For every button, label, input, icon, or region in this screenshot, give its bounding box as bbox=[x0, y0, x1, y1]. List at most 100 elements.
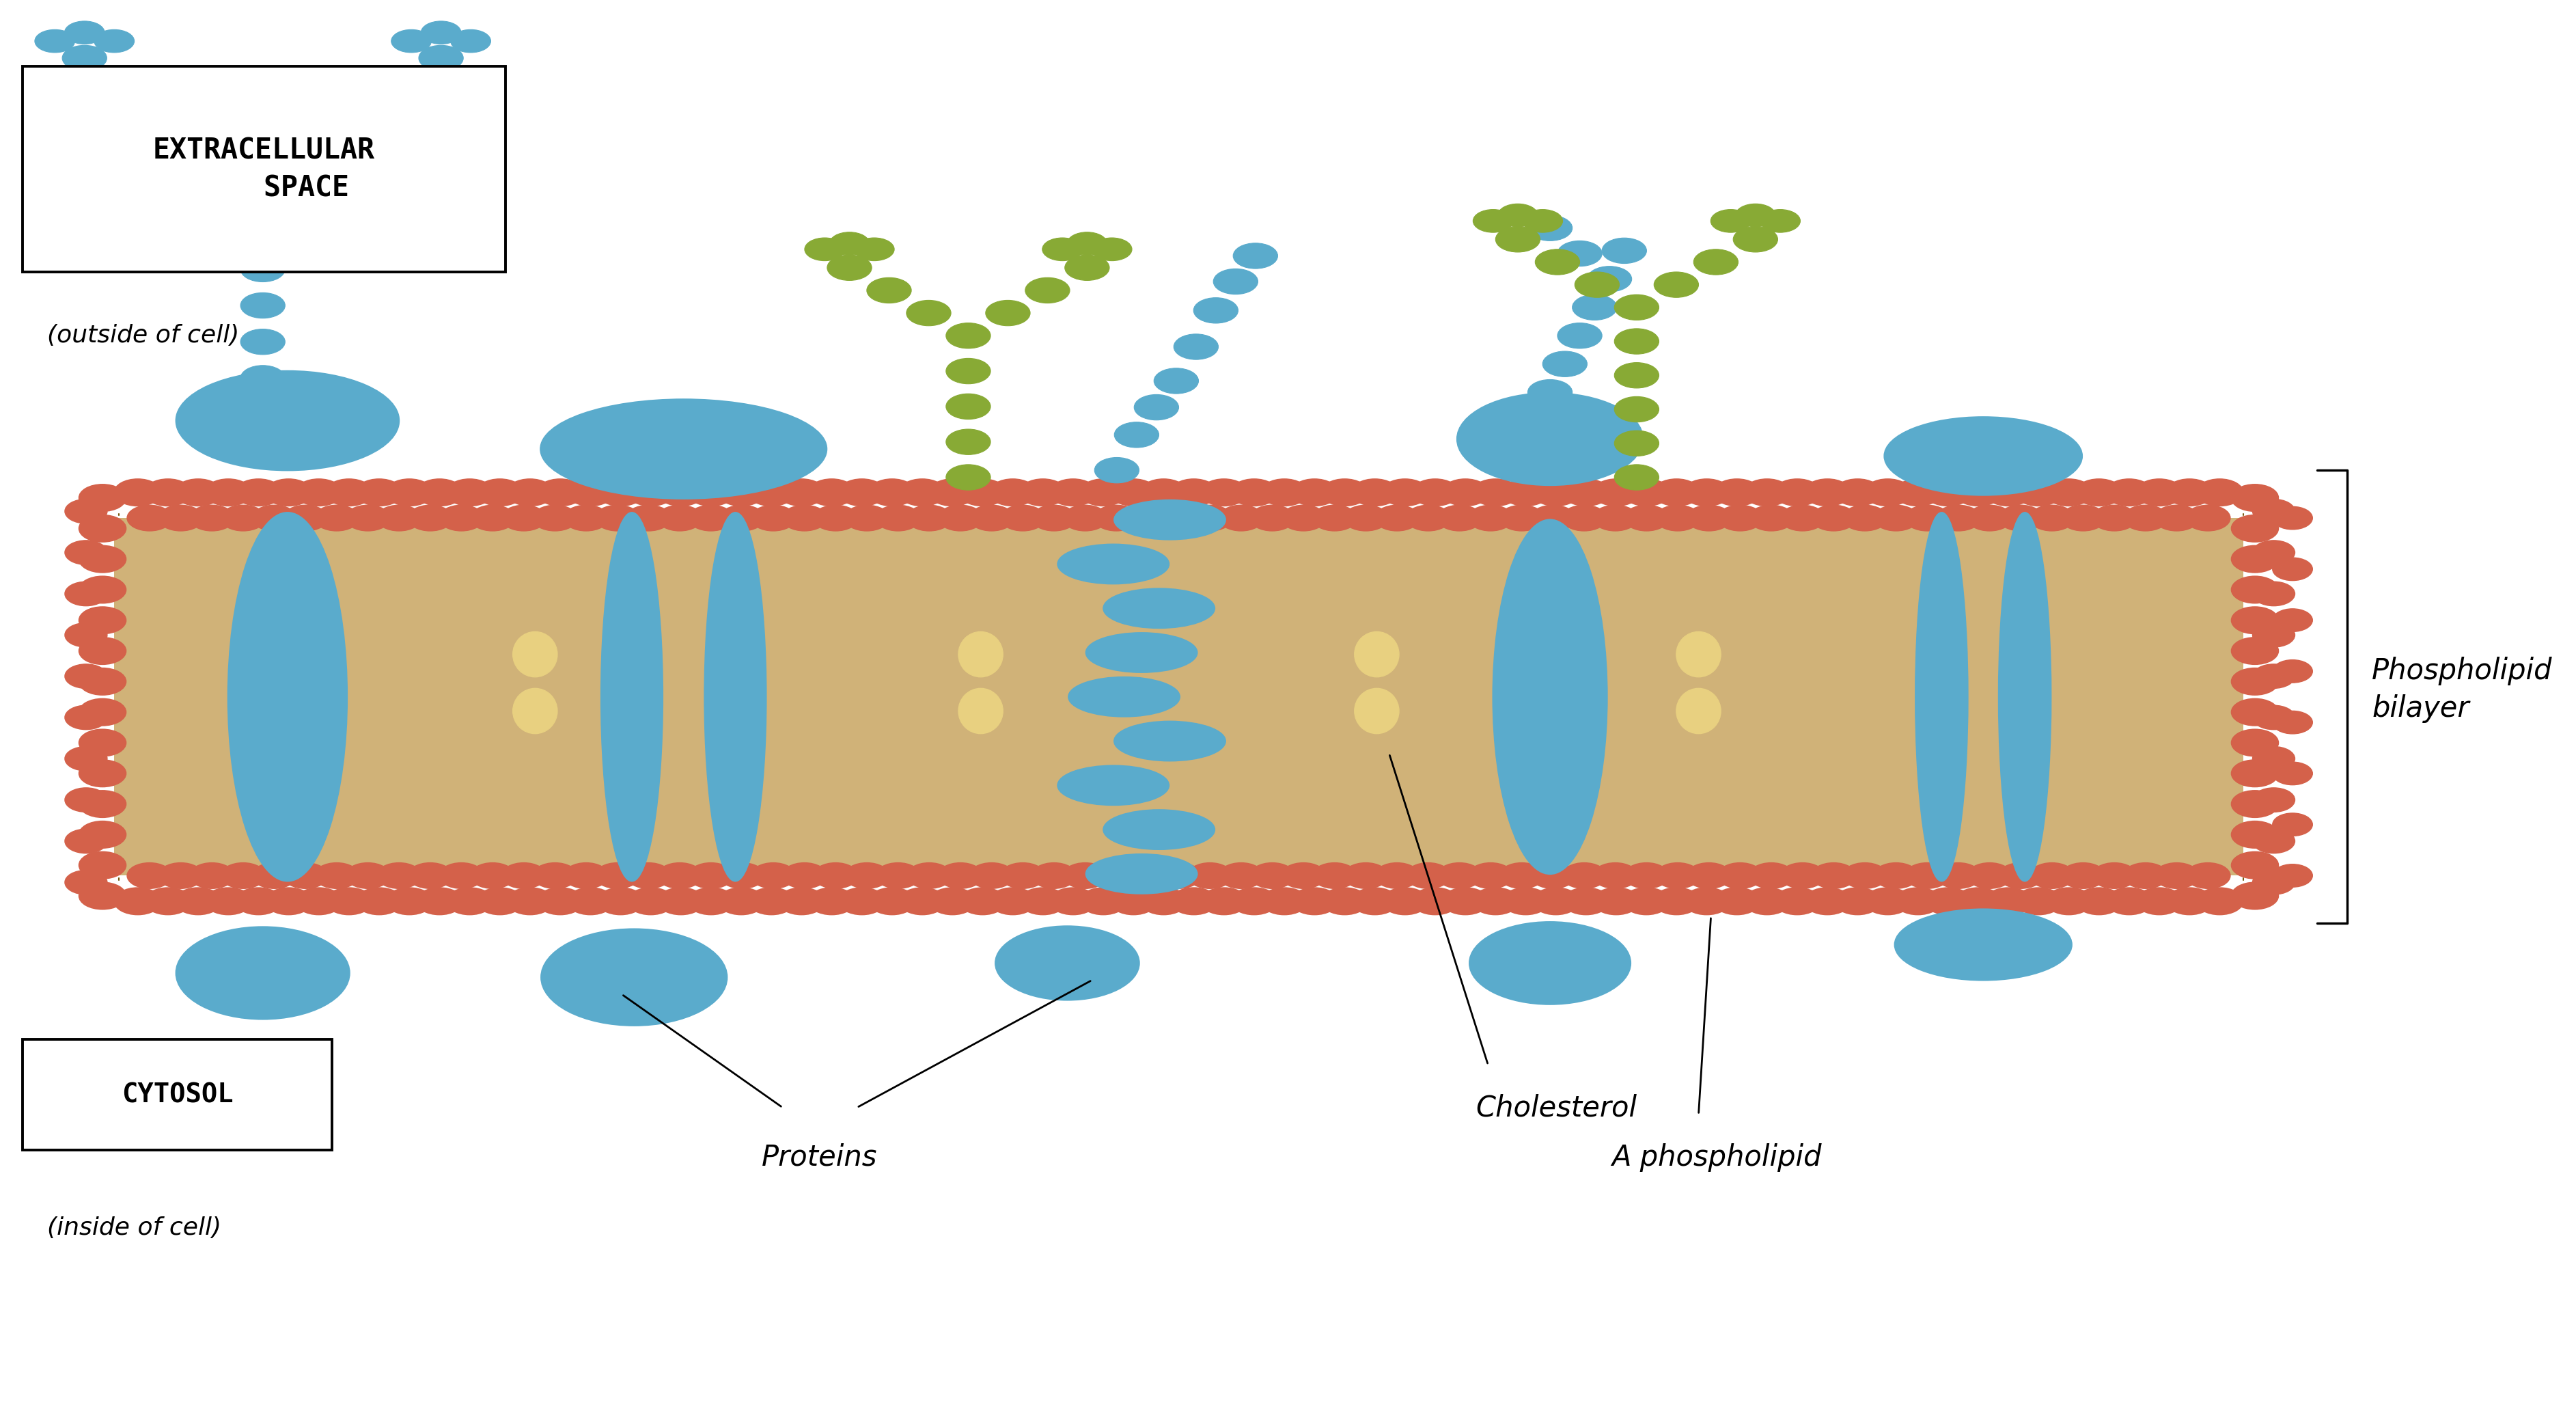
Circle shape bbox=[938, 863, 981, 889]
Circle shape bbox=[144, 887, 191, 914]
Circle shape bbox=[626, 887, 675, 914]
Circle shape bbox=[80, 820, 126, 848]
Circle shape bbox=[1376, 505, 1419, 530]
Circle shape bbox=[719, 505, 765, 530]
Circle shape bbox=[1502, 479, 1548, 506]
Circle shape bbox=[2272, 557, 2313, 580]
Circle shape bbox=[80, 759, 126, 786]
Circle shape bbox=[688, 479, 734, 506]
Circle shape bbox=[1157, 505, 1200, 530]
Circle shape bbox=[420, 46, 464, 71]
Circle shape bbox=[1020, 887, 1066, 914]
Circle shape bbox=[1188, 863, 1231, 889]
Circle shape bbox=[1218, 863, 1262, 889]
Circle shape bbox=[1141, 887, 1188, 914]
Circle shape bbox=[477, 479, 523, 506]
Circle shape bbox=[80, 852, 126, 879]
Circle shape bbox=[234, 887, 281, 914]
Circle shape bbox=[240, 365, 286, 391]
Circle shape bbox=[2272, 813, 2313, 836]
Circle shape bbox=[1968, 863, 2012, 889]
Circle shape bbox=[1200, 479, 1247, 506]
Circle shape bbox=[376, 505, 422, 530]
Circle shape bbox=[2272, 660, 2313, 683]
Circle shape bbox=[2154, 505, 2200, 530]
Circle shape bbox=[1592, 505, 1638, 530]
Circle shape bbox=[2092, 863, 2136, 889]
Circle shape bbox=[1110, 479, 1157, 506]
Circle shape bbox=[1048, 479, 1097, 506]
Circle shape bbox=[1533, 887, 1579, 914]
Circle shape bbox=[283, 505, 327, 530]
Circle shape bbox=[2272, 711, 2313, 734]
Circle shape bbox=[945, 429, 992, 455]
Circle shape bbox=[2272, 865, 2313, 887]
Circle shape bbox=[407, 505, 453, 530]
Circle shape bbox=[126, 863, 173, 889]
Circle shape bbox=[64, 870, 108, 894]
Circle shape bbox=[598, 887, 644, 914]
Circle shape bbox=[1066, 232, 1108, 255]
Circle shape bbox=[1986, 479, 2032, 506]
Circle shape bbox=[533, 863, 577, 889]
Circle shape bbox=[1615, 397, 1659, 422]
Ellipse shape bbox=[600, 513, 662, 882]
Circle shape bbox=[1170, 479, 1218, 506]
Circle shape bbox=[1280, 863, 1327, 889]
Ellipse shape bbox=[994, 926, 1139, 1000]
Circle shape bbox=[1759, 209, 1801, 232]
FancyBboxPatch shape bbox=[23, 67, 505, 272]
Circle shape bbox=[1381, 887, 1430, 914]
Circle shape bbox=[502, 863, 546, 889]
Text: CYTOSOL: CYTOSOL bbox=[121, 1082, 234, 1108]
Circle shape bbox=[477, 887, 523, 914]
Circle shape bbox=[595, 863, 639, 889]
Circle shape bbox=[536, 887, 585, 914]
Circle shape bbox=[2061, 863, 2105, 889]
Circle shape bbox=[64, 705, 108, 729]
Circle shape bbox=[283, 863, 327, 889]
Circle shape bbox=[2123, 505, 2169, 530]
Circle shape bbox=[688, 505, 734, 530]
Circle shape bbox=[265, 479, 312, 506]
Text: Proteins: Proteins bbox=[762, 1143, 878, 1172]
Circle shape bbox=[1592, 479, 1641, 506]
Circle shape bbox=[1654, 272, 1698, 297]
Circle shape bbox=[80, 637, 126, 664]
Circle shape bbox=[451, 30, 492, 53]
Circle shape bbox=[1811, 863, 1855, 889]
Ellipse shape bbox=[958, 631, 1002, 677]
Ellipse shape bbox=[1069, 677, 1180, 717]
Circle shape bbox=[989, 479, 1036, 506]
Circle shape bbox=[1734, 226, 1777, 252]
Circle shape bbox=[1780, 863, 1824, 889]
Circle shape bbox=[1110, 887, 1157, 914]
Circle shape bbox=[2251, 540, 2295, 565]
Circle shape bbox=[938, 505, 981, 530]
Circle shape bbox=[1025, 277, 1069, 303]
Circle shape bbox=[719, 863, 765, 889]
Circle shape bbox=[783, 505, 827, 530]
Circle shape bbox=[1154, 368, 1198, 394]
Circle shape bbox=[376, 863, 422, 889]
Circle shape bbox=[1095, 458, 1139, 483]
Circle shape bbox=[1188, 505, 1231, 530]
Circle shape bbox=[502, 505, 546, 530]
Circle shape bbox=[1873, 505, 1919, 530]
Circle shape bbox=[386, 887, 433, 914]
Circle shape bbox=[1986, 887, 2032, 914]
Circle shape bbox=[240, 256, 286, 282]
FancyBboxPatch shape bbox=[113, 518, 2244, 876]
Circle shape bbox=[446, 479, 492, 506]
Circle shape bbox=[204, 887, 252, 914]
Circle shape bbox=[1656, 505, 1700, 530]
Circle shape bbox=[126, 505, 173, 530]
Circle shape bbox=[1079, 479, 1126, 506]
Circle shape bbox=[1623, 863, 1669, 889]
Circle shape bbox=[1803, 887, 1852, 914]
Circle shape bbox=[1904, 863, 1950, 889]
Circle shape bbox=[2061, 505, 2105, 530]
Circle shape bbox=[2231, 883, 2277, 909]
Circle shape bbox=[899, 479, 945, 506]
Circle shape bbox=[175, 479, 222, 506]
